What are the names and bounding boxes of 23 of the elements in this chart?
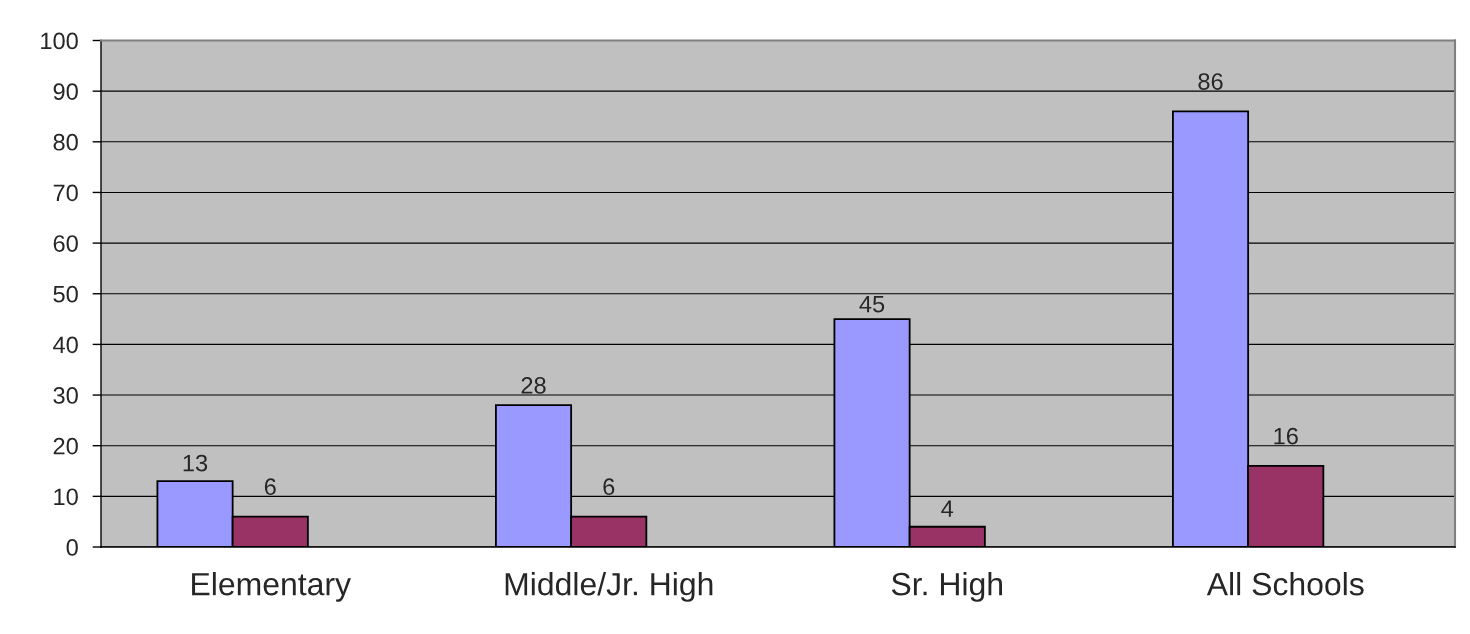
data-label: 16 [1274, 427, 1298, 445]
y-tick-label: 90 [53, 83, 78, 100]
data-label: 4 [941, 500, 954, 517]
data-label: 86 [1198, 73, 1223, 90]
data-label: 45 [859, 296, 885, 313]
y-tick-label: 20 [53, 437, 78, 455]
x-tick-label: All Schools [1206, 572, 1364, 596]
y-tick-label: 80 [53, 133, 78, 151]
y-tick-label: 40 [53, 336, 78, 354]
data-label: 6 [603, 478, 615, 496]
x-tick-label: Elementary [192, 572, 351, 602]
data-label: 13 [183, 454, 208, 472]
y-tick-label: 70 [53, 184, 78, 202]
y-tick-label: 10 [54, 488, 78, 506]
y-tick-label: 100 [41, 32, 78, 50]
y-tick-label: 50 [53, 285, 78, 303]
data-label: 6 [264, 478, 276, 496]
y-tick-label: 30 [53, 387, 78, 404]
y-tick-label: 60 [53, 235, 78, 252]
x-tick-label: Middle/Jr. High [505, 572, 713, 602]
data-label: 28 [521, 377, 546, 394]
y-tick-label: 0 [66, 539, 78, 556]
x-tick-label: Sr. High [891, 572, 1002, 602]
